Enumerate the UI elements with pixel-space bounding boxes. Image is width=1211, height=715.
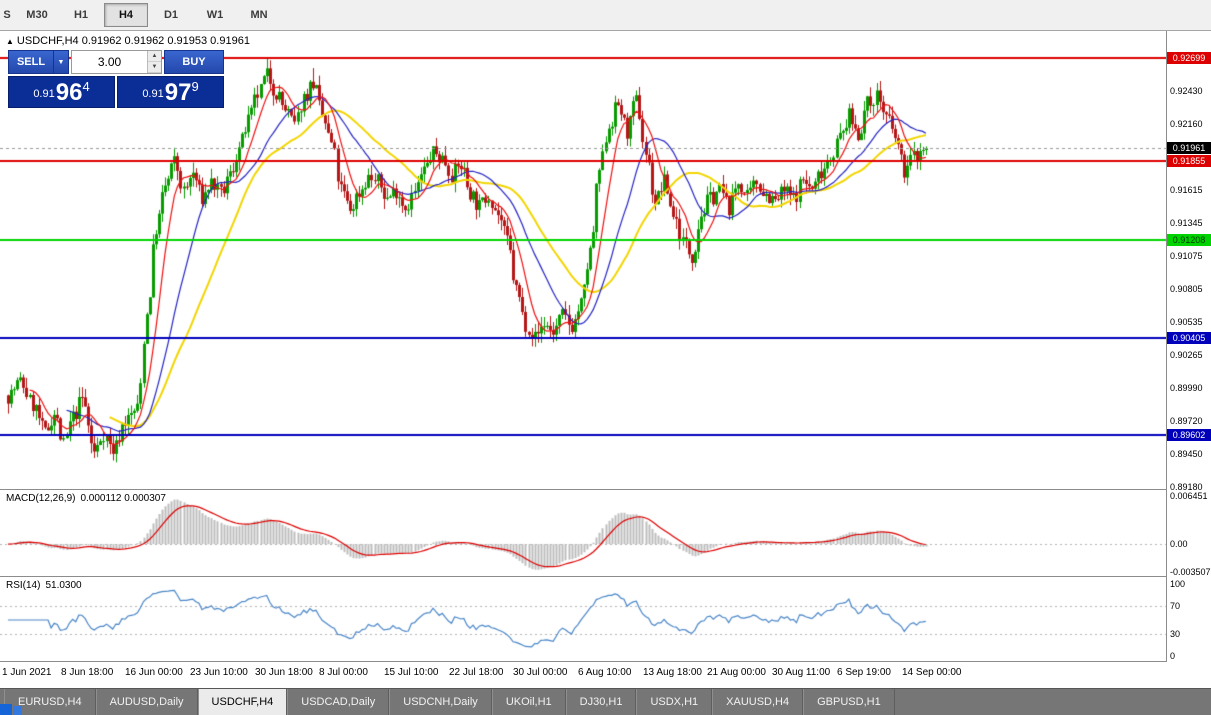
chart-tab-audusd-daily[interactable]: AUDUSD,Daily [95, 689, 198, 715]
time-axis-label: 8 Jun 18:00 [61, 667, 114, 678]
rsi-name: RSI(14) [6, 580, 41, 591]
chart-tab-gbpusd-h1[interactable]: GBPUSD,H1 [803, 689, 895, 715]
time-axis-label: 30 Jul 00:00 [513, 667, 568, 678]
panel-separator[interactable] [0, 576, 1211, 577]
timeframe-button-h1[interactable]: H1 [73, 9, 89, 21]
timeframe-button-w1[interactable]: W1 [206, 9, 224, 21]
timeframe-button-mn[interactable]: MN [250, 9, 268, 21]
price-scale-label: 0.89450 [1170, 448, 1203, 459]
chart-tab-usdcad-daily[interactable]: USDCAD,Daily [287, 689, 390, 715]
price-scale-label: 0.91075 [1170, 251, 1203, 262]
time-axis-label: 21 Aug 00:00 [707, 667, 766, 678]
price-scale[interactable]: 0.92430 0.92160 0.91615 0.91345 0.91075 0.908… [1167, 31, 1211, 687]
order-type-dropdown[interactable]: ▼ [54, 50, 69, 74]
price-scale-label: 0.92430 [1170, 86, 1203, 97]
timeframe-button-d1[interactable]: D1 [163, 9, 179, 21]
rsi-scale-label: 30 [1170, 629, 1181, 640]
price-scale-label: 0.90535 [1170, 316, 1203, 327]
time-axis[interactable]: 1 Jun 2021 8 Jun 18:00 16 Jun 00:00 23 Jun … [0, 662, 1167, 687]
time-axis-label: 13 Aug 18:00 [643, 667, 702, 678]
price-scale-label: 0.89180 [1170, 481, 1203, 492]
time-axis-label: 8 Jul 00:00 [319, 667, 368, 678]
bid-prefix: 0.91 [33, 88, 55, 100]
rsi-scale-label: 0 [1170, 651, 1176, 661]
price-scale-label: 0.90265 [1170, 349, 1203, 360]
taskbar-corner-decoration [0, 704, 12, 715]
hline-price-tag: 0.89602 [1167, 429, 1211, 442]
rsi-label: RSI(14) 51.0300 [6, 580, 82, 591]
hline-price-tag: 0.90405 [1167, 331, 1211, 344]
volume-up-icon[interactable]: ▲ [148, 51, 161, 62]
price-scale-separator [1166, 31, 1167, 687]
timeframe-button-h4[interactable]: H4 [104, 3, 148, 27]
hline-price-tag: 0.92699 [1167, 52, 1211, 65]
macd-values: 0.000112 0.000307 [80, 493, 166, 504]
chart-tab-ukoil-h1[interactable]: UKOil,H1 [491, 689, 566, 715]
volume-down-icon[interactable]: ▼ [148, 62, 161, 73]
hline-price-tag: 0.91855 [1167, 155, 1211, 168]
price-scale-label: 0.89990 [1170, 383, 1203, 394]
chart-tab-bar: EURUSD,H4 AUDUSD,Daily USDCHF,H4 USDCAD,Dai… [0, 688, 1211, 715]
one-click-trading-panel: SELL ▼ 3.00 ▲ ▼ BUY 0.91 96 4 0.91 97 9 [8, 50, 224, 108]
hline-price-tag: 0.91208 [1167, 233, 1211, 246]
chart-symbol-title: USDCHF,H4 [16, 35, 79, 47]
buy-button[interactable]: BUY [164, 50, 224, 74]
macd-panel-canvas[interactable] [0, 490, 1167, 576]
rsi-panel-canvas[interactable] [0, 577, 1167, 661]
chart-tab-usdx-h1[interactable]: USDX,H1 [636, 689, 713, 715]
time-axis-label: 6 Aug 10:00 [578, 667, 632, 678]
sell-button[interactable]: SELL [8, 50, 54, 74]
rsi-value: 51.0300 [45, 580, 82, 591]
time-axis-label: 16 Jun 00:00 [125, 667, 183, 678]
rsi-scale-label: 70 [1170, 600, 1181, 611]
macd-label: MACD(12,26,9) 0.000112 0.000307 [6, 493, 166, 504]
volume-value[interactable]: 3.00 [97, 55, 122, 69]
time-axis-label: 22 Jul 18:00 [449, 667, 504, 678]
ask-pip-digit: 9 [191, 79, 199, 94]
chart-tab-eurusd-h4[interactable]: EURUSD,H4 [4, 689, 96, 715]
ask-prefix: 0.91 [142, 88, 164, 100]
time-axis-label: 30 Aug 11:00 [772, 667, 831, 678]
price-scale-label: 0.90805 [1170, 283, 1203, 294]
macd-scale-label: 0.00 [1170, 539, 1188, 550]
time-axis-label: 6 Sep 19:00 [837, 667, 891, 678]
macd-scale-label: -0.003507 [1170, 567, 1211, 578]
price-scale-label: 0.91345 [1170, 218, 1203, 229]
price-scale-label: 0.91615 [1170, 185, 1203, 196]
chart-tab-xauusd-h4[interactable]: XAUUSD,H4 [712, 689, 804, 715]
chart-tab-dj30-h1[interactable]: DJ30,H1 [565, 689, 637, 715]
time-axis-label: 15 Jul 10:00 [384, 667, 439, 678]
rsi-scale-label: 100 [1170, 579, 1186, 589]
timeframe-button-m30[interactable]: M30 [26, 9, 48, 21]
macd-scale-label: 0.006451 [1170, 491, 1208, 501]
time-axis-label: 30 Jun 18:00 [255, 667, 313, 678]
ask-big-digits: 97 [164, 79, 192, 106]
macd-name: MACD(12,26,9) [6, 493, 76, 504]
panel-separator[interactable] [0, 489, 1211, 490]
time-axis-label: 1 Jun 2021 [2, 667, 52, 678]
taskbar-corner-decoration [13, 706, 22, 715]
bid-pip-digit: 4 [82, 79, 90, 94]
up-arrow-icon: ▲ [6, 37, 14, 46]
bid-price-tag: 0.91961 [1167, 142, 1211, 155]
chevron-down-icon: ▼ [57, 58, 65, 66]
timeframe-button-s[interactable]: S [3, 9, 11, 21]
chart-tab-usdcnh-daily[interactable]: USDCNH,Daily [389, 689, 492, 715]
time-axis-label: 23 Jun 10:00 [190, 667, 248, 678]
chart-ohlc-header: ▲ USDCHF,H4 0.91962 0.91962 0.91953 0.919… [6, 35, 250, 47]
time-axis-label: 14 Sep 00:00 [902, 667, 962, 678]
bid-price-display[interactable]: 0.91 96 4 [8, 76, 115, 108]
ask-price-display[interactable]: 0.91 97 9 [117, 76, 224, 108]
bid-big-digits: 96 [55, 79, 83, 106]
chart-tab-usdchf-h4[interactable]: USDCHF,H4 [197, 689, 288, 715]
price-scale-label: 0.89720 [1170, 415, 1203, 426]
volume-stepper[interactable]: 3.00 ▲ ▼ [71, 50, 162, 74]
price-scale-label: 0.92160 [1170, 119, 1203, 130]
timeframe-toolbar: S M30 H1 H4 D1 W1 MN [0, 0, 1211, 31]
ohlc-values: 0.91962 0.91962 0.91953 0.91961 [81, 35, 250, 47]
panel-separator [0, 661, 1211, 662]
